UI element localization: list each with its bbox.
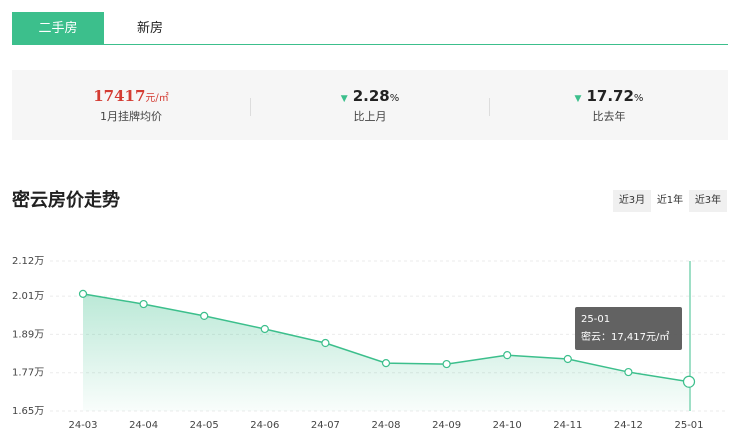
section-title: 密云房价走势	[12, 190, 120, 211]
y-tick-label: 1.77万	[12, 368, 44, 379]
range-button[interactable]: 近1年	[651, 190, 689, 212]
stat: ▼ 17.72% 比去年	[490, 70, 728, 140]
stat-value: 17.72	[586, 87, 634, 105]
point	[563, 354, 572, 364]
stat: ▼ 2.28% 比上月	[251, 70, 489, 140]
point	[624, 367, 633, 377]
x-tick-label: 24-11	[553, 420, 582, 431]
x-tick-label: 24-10	[493, 420, 522, 431]
x-tick-label: 24-08	[371, 420, 400, 431]
point	[139, 299, 148, 309]
stat-label: 1月挂牌均价	[100, 110, 162, 123]
point	[321, 338, 330, 348]
stat-unit: %	[633, 93, 644, 104]
point	[200, 311, 209, 320]
x-tick-label: 25-01	[674, 420, 703, 431]
y-tick-label: 1.65万	[12, 406, 44, 417]
point	[442, 359, 451, 369]
stat-value: 17417	[93, 87, 146, 105]
point	[682, 375, 696, 388]
x-tick-label: 24-05	[190, 420, 219, 431]
point	[78, 289, 88, 298]
y-tick-label: 1.89万	[12, 329, 44, 340]
stat-unit: %	[389, 93, 400, 104]
x-tick-label: 24-06	[250, 420, 279, 431]
tab[interactable]: 二手房	[12, 12, 104, 45]
point	[381, 359, 391, 368]
tab[interactable]: 新房	[136, 21, 163, 36]
x-tick-label: 24-07	[311, 420, 340, 431]
stat: 17417元/㎡ 1月挂牌均价	[12, 70, 250, 140]
divider	[250, 98, 251, 116]
stat-unit: 元/㎡	[145, 93, 169, 104]
point	[260, 324, 269, 334]
point	[503, 351, 512, 360]
range-button[interactable]: 近3月	[613, 190, 651, 212]
stat-label: 比上月	[353, 110, 387, 123]
x-tick-label: 24-03	[68, 420, 97, 431]
tooltip-title: 25-01	[581, 314, 610, 325]
stat-value: 2.28	[352, 87, 390, 105]
x-tick-label: 24-12	[614, 420, 643, 431]
range-button[interactable]: 近3年	[689, 190, 727, 212]
divider	[489, 98, 490, 116]
tooltip-box	[575, 307, 682, 350]
y-tick-label: 2.01万	[12, 291, 44, 302]
tab-underline	[12, 44, 728, 45]
x-tick-label: 24-09	[432, 420, 461, 431]
x-tick-label: 24-04	[129, 420, 158, 431]
tooltip: 25-01 密云：17,417元/㎡	[575, 307, 682, 350]
y-tick-label: 2.12万	[12, 256, 44, 267]
stats-panel: 17417元/㎡ 1月挂牌均价 ▼ 2.28% 比上月 ▼ 17.72% 比去年	[12, 70, 728, 140]
tooltip-value: 密云：17,417元/㎡	[581, 330, 669, 343]
stat-label: 比去年	[592, 110, 626, 123]
